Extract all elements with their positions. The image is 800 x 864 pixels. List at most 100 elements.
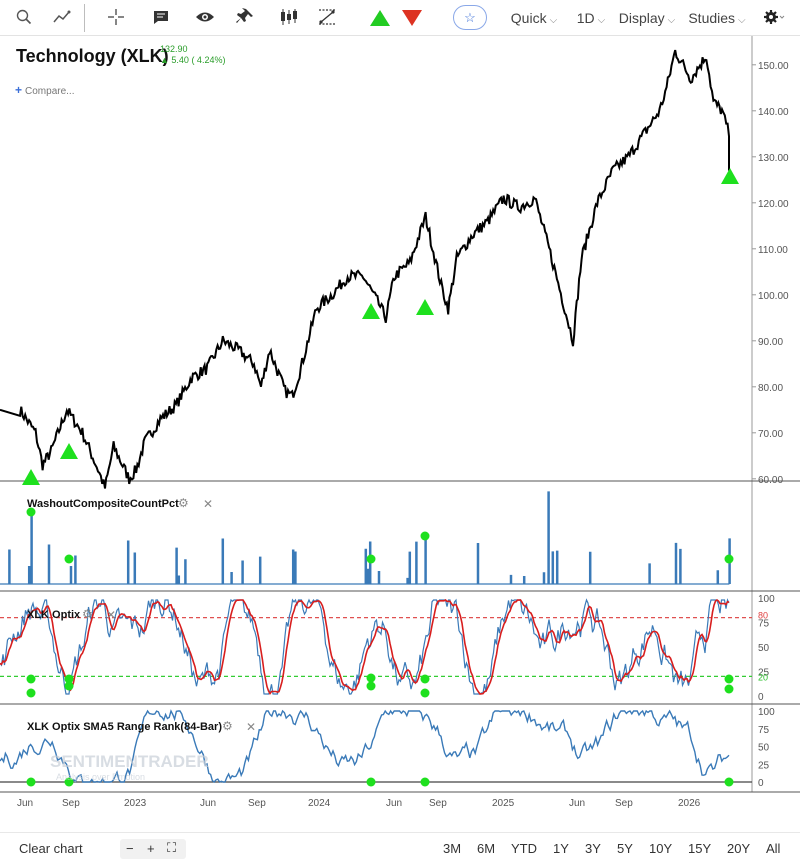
x-tick-label: Sep [248,798,266,809]
display-menu[interactable]: Display ⌵ [618,6,676,30]
range-3y-button[interactable]: 3Y [585,841,601,856]
x-tick-label: Jun [200,798,216,809]
x-tick-label: 2026 [678,798,701,809]
studies-label: Studies [688,10,736,26]
up-triangle-icon[interactable] [368,6,392,30]
washout-series [0,491,731,585]
clear-chart-button[interactable]: Clear chart [19,841,83,856]
gear-icon[interactable]: ⚙ [222,719,233,733]
optix-signal-dot [26,688,36,698]
buy-signal-marker [22,469,40,485]
price-tick-label: 140.00 [758,107,789,118]
optix-signal-dot [724,674,734,684]
toolbar: ☆ Quick ⌵ 1D ⌵ Display ⌵ Studies ⌵ [0,0,800,36]
zoom-in-button[interactable]: + [147,841,155,856]
optix-axis-label: 25 [758,668,770,679]
x-tick-label: 2023 [124,798,147,809]
price-tick-label: 80.00 [758,383,783,394]
symbol-price: 132.90 [160,44,188,54]
price-line [0,49,730,489]
x-tick-label: 2024 [308,798,331,809]
plus-icon: + [15,83,23,97]
footer-bar: Clear chart − + ⛶ 3M 6M YTD 1Y 3Y 5Y 10Y 15Y 20Y… [0,832,800,864]
range-rank-panel-label: XLK Optix SMA5 Range Rank(84-Bar) [27,721,222,733]
price-tick-label: 90.00 [758,337,783,348]
chat-icon[interactable] [149,6,173,30]
close-icon[interactable]: ✕ [203,497,214,511]
candles-icon[interactable] [276,6,300,30]
studies-menu[interactable]: Studies ⌵ [687,6,747,30]
watermark-text: SENTIMENTRADER [50,752,209,771]
zoom-controls [120,839,186,859]
search-icon[interactable] [12,6,36,30]
range-10y-button[interactable]: 10Y [649,841,673,856]
rank-series [0,709,730,784]
fit-icon[interactable]: ⛶ [167,840,177,855]
range-1y-button[interactable]: 1Y [553,841,569,856]
chevron-down-icon: ⌵ [597,15,606,26]
optix-signal-dot [64,681,74,691]
buy-signal-marker [60,443,78,459]
range-20y-button[interactable]: 20Y [727,841,751,856]
optix-20-label: 20 [758,672,768,682]
favorite-button[interactable]: ☆ [453,5,487,30]
buy-signal-marker [362,303,380,319]
range-all-button[interactable]: All [766,841,781,856]
pin-icon[interactable] [233,6,257,30]
washout-panel-label: WashoutCompositeCountPct [27,498,179,510]
chart-area[interactable]: 150.00 140.00 130.00 120.00 110.00 100.00 90.0… [0,36,800,828]
rank-signal-dot [420,777,430,787]
chevron-down-icon: ⌵ [549,15,558,26]
range-ytd-button[interactable]: YTD [511,841,537,856]
range-3m-button[interactable]: 3M [443,841,462,856]
close-icon[interactable]: ✕ [106,608,117,622]
price-tick-label: 60.00 [758,475,783,486]
buy-signal-marker [416,299,434,315]
optix-axis-label: 0 [758,692,764,703]
washout-signal-dot [724,554,734,564]
gear-icon[interactable] [758,6,790,30]
price-tick-label: 120.00 [758,199,789,210]
change-value: 5.40 ( 4.24%) [171,55,226,65]
optix-signal-dot [366,673,376,683]
rank-axis-label: 75 [758,725,770,736]
period-menu[interactable]: 1D ⌵ [573,6,609,30]
price-tick-label: 130.00 [758,153,789,164]
rank-axis-label: 50 [758,743,770,754]
x-tick-label: Jun [386,798,402,809]
range-5y-button[interactable]: 5Y [617,841,633,856]
eye-icon[interactable] [193,6,217,30]
optix-signal-dot [366,681,376,691]
chevron-down-icon: ⌵ [738,15,746,26]
range-6m-button[interactable]: 6M [477,841,496,856]
trend-draw-icon[interactable] [50,6,74,30]
zoom-out-button[interactable]: − [126,841,134,856]
washout-signal-dot [366,554,376,564]
optix-axis-label: 100 [758,594,775,605]
optix-sma-series [0,599,730,695]
crosshair-icon[interactable] [104,6,128,30]
gear-icon[interactable]: ⚙ [82,607,93,621]
rank-axis-label: 100 [758,707,775,718]
up-arrow-icon: ▲ [160,55,172,65]
rank-signal-dot [64,777,74,787]
optix-panel-label: XLK Optix [27,609,81,621]
rank-signal-dot [724,777,734,787]
optix-series [0,598,730,695]
rank-signal-dot [26,777,36,787]
rank-axis-label: 25 [758,760,770,771]
chart-canvas[interactable]: 150.00 140.00 130.00 120.00 110.00 100.00 90.0… [0,36,800,828]
compare-lines-icon[interactable] [315,6,339,30]
quick-menu[interactable]: Quick ⌵ [505,6,563,30]
gear-icon[interactable]: ⚙ [178,496,189,510]
close-icon[interactable]: ✕ [246,720,257,734]
optix-axis-label: 75 [758,619,770,630]
down-triangle-icon[interactable] [400,6,424,30]
price-tick-label: 70.00 [758,429,783,440]
optix-signal-dot [724,684,734,694]
compare-button[interactable]: + Compare... [15,83,74,97]
range-15y-button[interactable]: 15Y [688,841,712,856]
chevron-down-icon: ⌵ [667,15,676,26]
x-tick-label: 2025 [492,798,515,809]
rank-axis-label: 0 [758,778,764,789]
